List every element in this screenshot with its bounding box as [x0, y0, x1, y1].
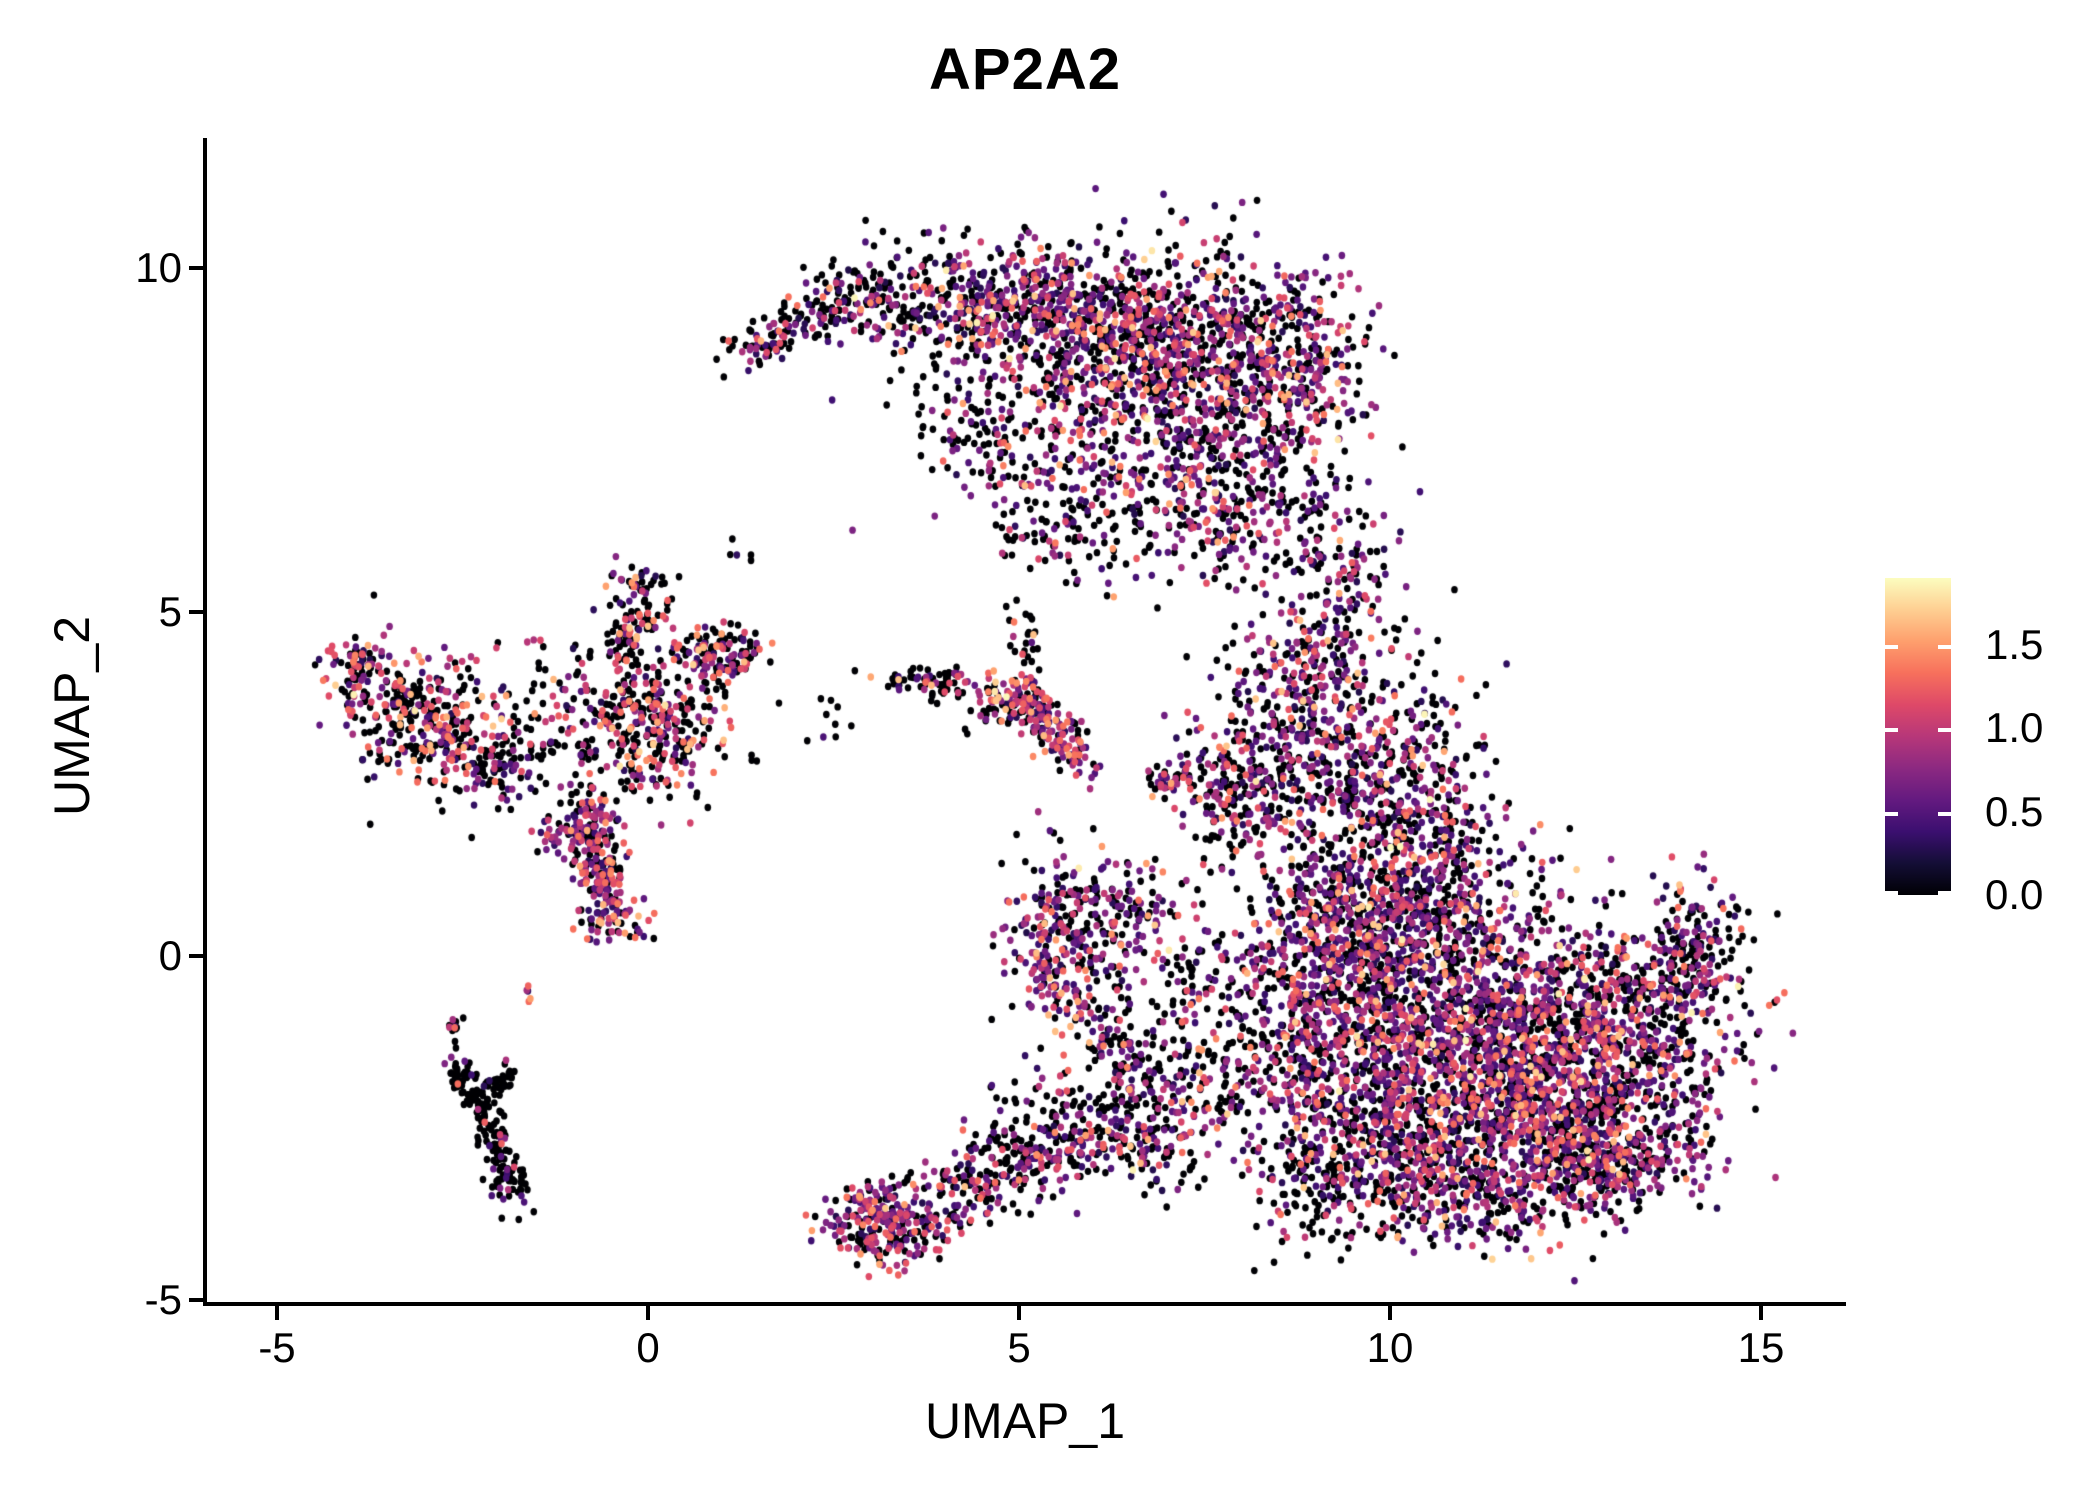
y-axis-line [203, 138, 207, 1306]
x-tick-label: 5 [1007, 1324, 1031, 1371]
y-tick-mark [189, 1298, 203, 1302]
x-tick-mark [646, 1306, 650, 1320]
colorbar-tick-mark [1885, 644, 1898, 649]
x-tick-mark [1388, 1306, 1392, 1320]
colorbar-tick-mark [1885, 728, 1898, 733]
colorbar-tick-mark [1938, 891, 1951, 895]
colorbar-tick-label: 0.0 [1985, 871, 2044, 918]
y-tick-mark [189, 954, 203, 958]
colorbar-tick-label: 1.0 [1985, 704, 2044, 752]
colorbar-tick-mark [1938, 644, 1951, 649]
colorbar-tick-mark [1938, 728, 1951, 733]
colorbar-tick-label: 0.5 [1985, 787, 2044, 835]
y-tick-label: 10 [135, 244, 182, 291]
y-axis-title: UMAP_2 [44, 615, 100, 817]
y-tick-label: 5 [158, 588, 182, 635]
colorbar-tick-mark [1885, 891, 1898, 895]
x-tick-mark [275, 1306, 279, 1320]
x-tick-mark [1759, 1306, 1763, 1320]
x-tick-label: 15 [1737, 1324, 1785, 1371]
colorbar-tick-mark [1885, 811, 1898, 816]
colorbar-tick-label: 1.5 [1985, 620, 2044, 668]
x-tick-mark [1017, 1306, 1021, 1320]
x-tick-label: -5 [258, 1324, 296, 1371]
x-axis-title: UMAP_1 [924, 1393, 1126, 1449]
y-tick-mark [189, 610, 203, 614]
colorbar-gradient [1885, 578, 1951, 895]
x-tick-label: 10 [1366, 1324, 1414, 1371]
x-tick-label: 0 [636, 1324, 660, 1371]
y-tick-label: 0 [158, 932, 182, 979]
x-axis-line [203, 1302, 1846, 1306]
colorbar-tick-mark [1938, 811, 1951, 816]
y-tick-mark [189, 266, 203, 270]
y-tick-label: -5 [144, 1276, 182, 1323]
